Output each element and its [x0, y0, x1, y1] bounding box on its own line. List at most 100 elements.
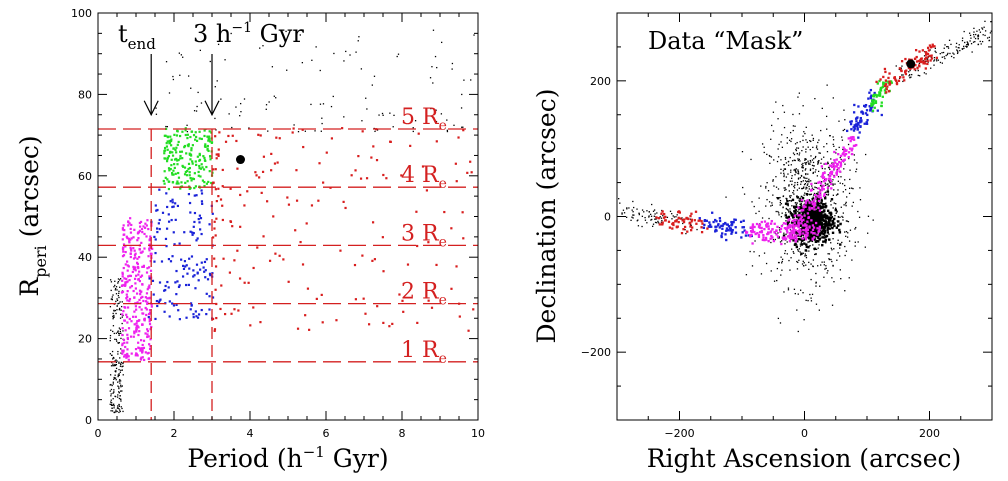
data-point [879, 88, 882, 91]
data-point [198, 152, 201, 155]
data-point [785, 188, 787, 191]
data-point [117, 303, 119, 305]
data-point [805, 256, 808, 259]
data-point [693, 219, 696, 222]
data-point [783, 163, 785, 166]
data-point [652, 223, 655, 225]
data-point [255, 174, 258, 177]
data-point [198, 164, 201, 168]
data-point [801, 149, 803, 152]
data-point [820, 230, 824, 233]
data-point [847, 232, 849, 234]
data-point [792, 125, 795, 127]
data-point [805, 245, 809, 249]
data-point [129, 255, 132, 259]
data-point [136, 301, 139, 304]
data-point [778, 261, 780, 264]
data-point [799, 197, 801, 200]
data-point [810, 188, 813, 192]
data-point [830, 172, 833, 176]
data-point [127, 237, 130, 240]
data-point [966, 43, 968, 46]
data-point [823, 171, 826, 174]
data-point [809, 220, 812, 224]
data-point [804, 159, 806, 161]
data-point [745, 231, 748, 234]
data-point [797, 159, 800, 162]
data-point [134, 266, 137, 269]
data-point [650, 219, 652, 221]
data-point [388, 325, 391, 328]
data-point [440, 113, 443, 115]
data-point [122, 349, 125, 352]
data-point [142, 346, 146, 350]
data-point [813, 199, 816, 202]
data-point [173, 133, 176, 136]
data-point [807, 180, 809, 182]
data-point [964, 41, 966, 44]
data-point [668, 226, 672, 229]
data-point [836, 259, 838, 261]
data-point [796, 181, 799, 184]
data-point [835, 226, 839, 229]
data-point [130, 223, 133, 227]
data-point [724, 222, 727, 225]
data-point [788, 211, 790, 213]
data-point [414, 120, 417, 122]
data-point [208, 223, 211, 226]
data-point [201, 179, 205, 182]
data-point [172, 169, 175, 172]
data-point [832, 165, 835, 167]
data-point [148, 277, 151, 280]
data-point [808, 218, 811, 221]
data-point [797, 169, 799, 171]
data-point [246, 190, 249, 193]
data-point [814, 212, 818, 215]
data-point [817, 162, 820, 164]
data-point [684, 229, 686, 231]
data-point [809, 233, 813, 237]
data-point [851, 135, 854, 139]
data-point [761, 238, 764, 242]
data-point [820, 232, 824, 235]
data-point [889, 80, 893, 83]
data-point [148, 309, 152, 312]
data-point [843, 153, 846, 156]
data-point [211, 296, 215, 299]
data-point [120, 352, 122, 354]
data-point [836, 224, 840, 227]
data-point [185, 316, 188, 319]
data-point [213, 220, 216, 223]
data-point [157, 301, 161, 304]
data-point [137, 346, 140, 349]
data-point [760, 229, 763, 233]
data-point [780, 203, 783, 205]
data-point [138, 229, 141, 232]
data-point [134, 252, 137, 255]
data-point [833, 159, 836, 162]
data-point [461, 93, 463, 96]
data-point [930, 54, 933, 57]
data-point [135, 308, 138, 311]
data-point [871, 109, 875, 112]
data-point [191, 177, 194, 180]
data-point [763, 220, 767, 223]
data-point [109, 390, 111, 392]
data-point [143, 247, 146, 250]
data-point [135, 328, 138, 331]
data-point [118, 307, 121, 310]
data-point [816, 175, 819, 177]
data-point [126, 354, 129, 357]
data-point [182, 267, 186, 271]
data-point [119, 365, 122, 367]
data-point [829, 170, 833, 174]
data-point [117, 342, 120, 344]
data-point [262, 155, 266, 158]
data-point [793, 210, 796, 213]
data-point [821, 181, 823, 183]
data-point [784, 250, 787, 252]
data-point [109, 374, 112, 376]
data-point [807, 216, 811, 219]
data-point [136, 324, 139, 328]
data-point [224, 59, 226, 61]
